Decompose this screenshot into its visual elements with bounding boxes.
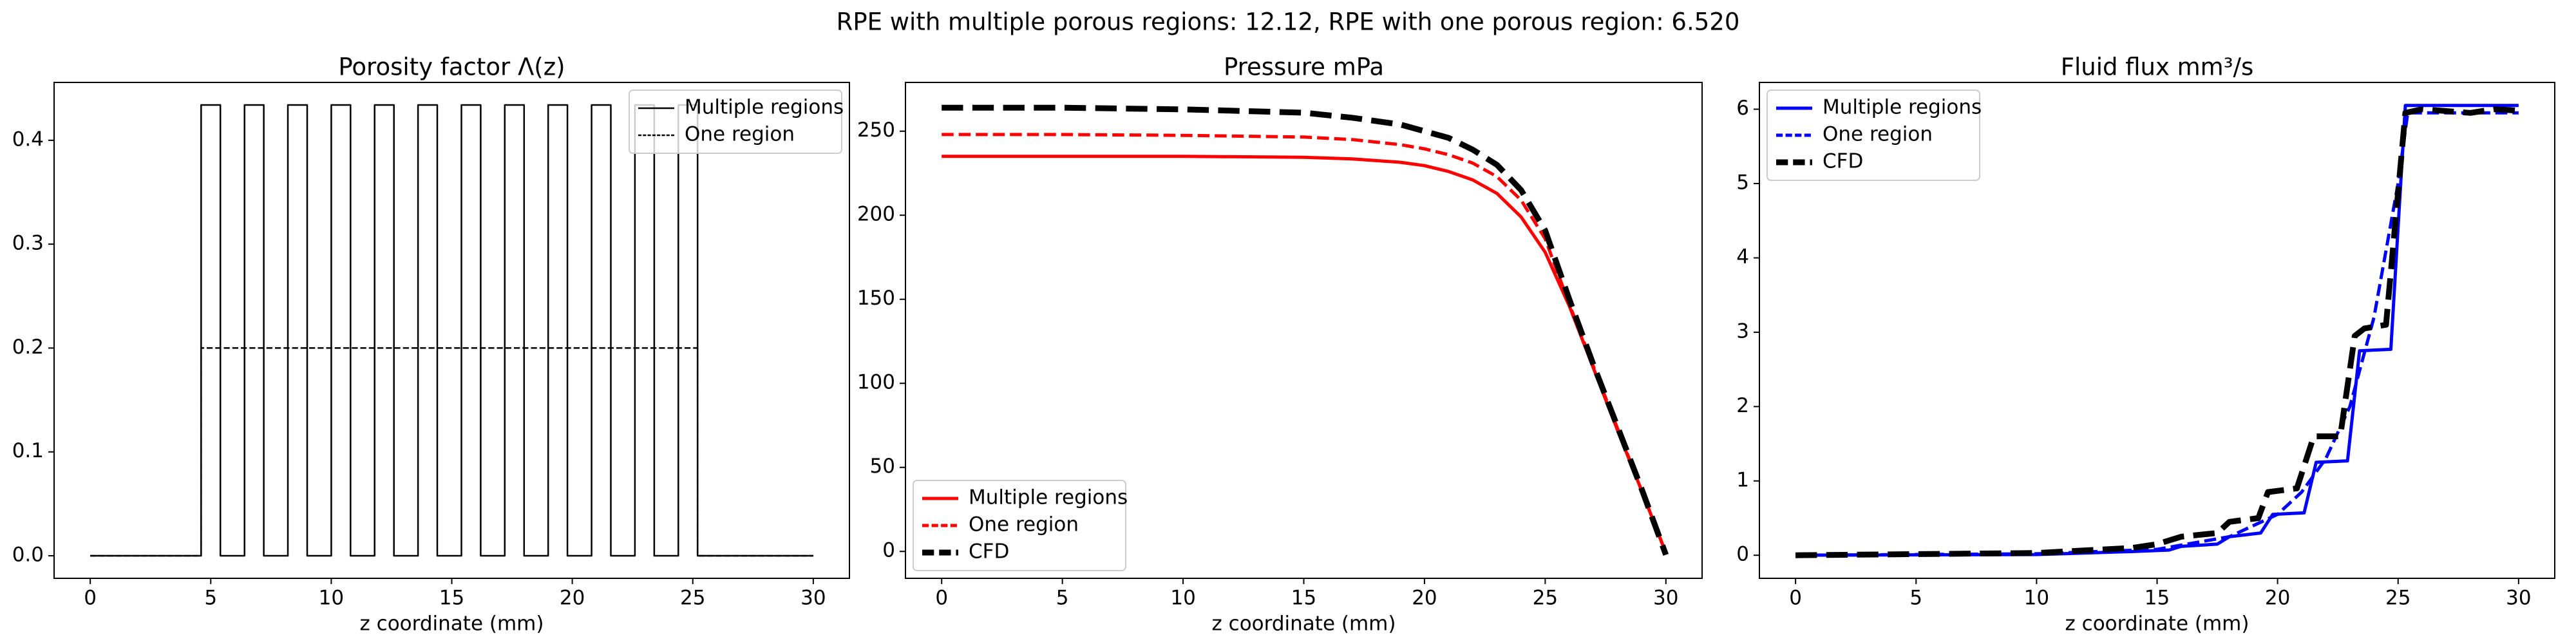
x-tick-label: 30 <box>1653 587 1678 610</box>
y-tick-label: 0.4 <box>12 128 44 151</box>
series-line <box>1795 104 2519 557</box>
legend-label: CFD <box>1823 150 1863 173</box>
series-line <box>942 133 1668 554</box>
x-tick-label: 10 <box>319 587 344 610</box>
y-tick-label: 2 <box>1736 394 1749 417</box>
plot-area <box>54 82 849 578</box>
y-tick-label: 3 <box>1736 319 1749 343</box>
axes-frame <box>53 82 850 579</box>
legend-label: Multiple regions <box>969 486 1128 509</box>
x-tick-label: 25 <box>2385 587 2410 610</box>
y-tick-label: 100 <box>857 371 895 394</box>
series-line <box>1795 106 2519 558</box>
y-tick-label: 6 <box>1736 97 1749 120</box>
x-tick-label: 5 <box>204 587 217 610</box>
x-tick-label: 10 <box>2024 587 2049 610</box>
series-line <box>90 104 813 557</box>
x-tick-label: 0 <box>1789 587 1802 610</box>
legend-label: One region <box>969 513 1079 536</box>
y-tick-label: 150 <box>857 287 895 310</box>
series-line <box>942 104 1669 556</box>
x-tick-label: 25 <box>1533 587 1558 610</box>
x-axis-label: z coordinate (mm) <box>2065 612 2249 636</box>
axes-frame <box>905 82 1703 579</box>
legend-box <box>629 90 842 154</box>
x-tick-label: 10 <box>1170 587 1195 610</box>
axes-title: Pressure mPa <box>1224 53 1384 81</box>
legend-label: One region <box>685 123 795 146</box>
y-tick-label: 0.1 <box>12 439 44 462</box>
legend-label: Multiple regions <box>1823 96 1982 119</box>
x-axis-label: z coordinate (mm) <box>360 612 544 636</box>
x-tick-label: 15 <box>1291 587 1316 610</box>
y-tick-label: 5 <box>1736 171 1749 194</box>
figure-title: RPE with multiple porous regions: 12.12,… <box>837 8 1740 36</box>
y-tick-label: 0.3 <box>12 232 44 255</box>
x-tick-label: 20 <box>560 587 585 610</box>
y-tick-label: 0 <box>882 539 895 562</box>
x-tick-label: 0 <box>935 587 948 610</box>
axes-title: Porosity factor Λ(z) <box>338 53 565 81</box>
legend-label: Multiple regions <box>685 96 844 119</box>
legend-box <box>913 480 1126 571</box>
x-tick-label: 5 <box>1056 587 1069 610</box>
x-tick-label: 15 <box>2145 587 2170 610</box>
y-tick-label: 50 <box>870 455 895 478</box>
legend-label: One region <box>1823 123 1933 146</box>
x-axis-label: z coordinate (mm) <box>1212 612 1396 636</box>
x-tick-label: 25 <box>680 587 705 610</box>
y-tick-label: 0 <box>1736 543 1749 566</box>
y-tick-label: 0.2 <box>12 336 44 359</box>
x-tick-label: 30 <box>2506 587 2531 610</box>
axes-frame <box>1759 82 2555 579</box>
axes-title: Fluid flux mm³/s <box>2061 53 2254 81</box>
x-tick-label: 20 <box>1412 587 1437 610</box>
y-tick-label: 0.0 <box>12 544 44 567</box>
y-tick-label: 250 <box>857 118 895 142</box>
x-tick-label: 0 <box>84 587 97 610</box>
x-tick-label: 5 <box>1909 587 1922 610</box>
legend-box <box>1766 90 1980 181</box>
series-line <box>90 347 813 557</box>
y-tick-label: 1 <box>1736 468 1749 491</box>
legend-label: CFD <box>969 540 1009 564</box>
y-tick-label: 200 <box>857 203 895 226</box>
x-tick-label: 15 <box>439 587 464 610</box>
y-tick-label: 4 <box>1736 245 1749 269</box>
x-tick-label: 30 <box>800 587 826 610</box>
x-tick-label: 20 <box>2265 587 2290 610</box>
